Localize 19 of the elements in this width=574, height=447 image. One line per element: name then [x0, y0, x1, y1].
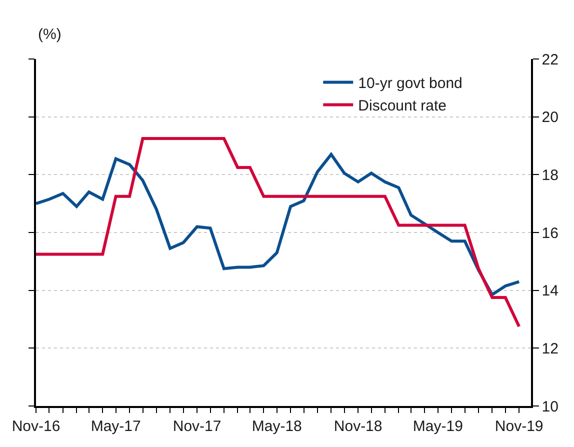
x-tick-label: Nov-18 [334, 418, 382, 435]
y-tick-label: 10 [542, 398, 558, 416]
legend-label: Discount rate [358, 98, 447, 115]
y-tick-label: 12 [542, 340, 558, 358]
y-tick-label: 20 [542, 109, 558, 126]
legend-label: 10-yr govt bond [358, 75, 462, 92]
line-series [36, 152, 521, 296]
x-tick-label: May-17 [90, 418, 141, 435]
y-tick-label: 22 [542, 51, 558, 68]
x-tick-label: Nov-17 [172, 418, 222, 435]
x-tick-label: May-19 [412, 418, 463, 435]
y-tick-label: 18 [542, 166, 558, 184]
line-series [36, 137, 521, 328]
y-axis-title: (%) [38, 26, 62, 43]
x-tick-label: Nov-19 [494, 418, 544, 435]
x-tick-label: May-18 [252, 418, 302, 435]
x-tick-label: Nov-16 [12, 418, 60, 435]
y-tick-label: 14 [542, 282, 558, 300]
y-tick-label: 16 [542, 224, 558, 242]
